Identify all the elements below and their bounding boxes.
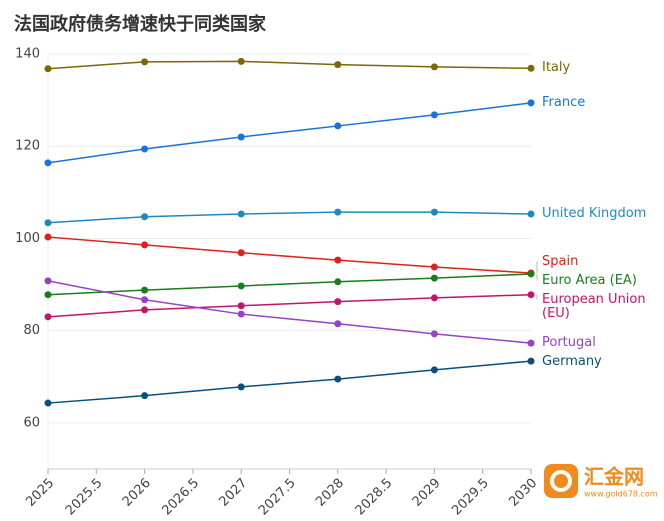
data-point xyxy=(430,294,438,302)
data-point xyxy=(141,241,149,249)
data-point xyxy=(237,133,245,141)
data-point xyxy=(237,302,245,310)
data-point xyxy=(430,263,438,271)
data-point xyxy=(141,306,149,314)
series-line xyxy=(47,211,532,224)
data-point xyxy=(44,65,52,73)
x-tick-label: 2028 xyxy=(313,476,347,510)
y-tick-label: 60 xyxy=(23,415,40,430)
series-label: France xyxy=(542,94,586,110)
data-point xyxy=(44,159,52,167)
data-point xyxy=(334,208,342,216)
series-label: European Union (EU) xyxy=(542,291,646,321)
series-label: Euro Area (EA) xyxy=(542,272,637,288)
data-point xyxy=(527,99,535,107)
x-tick-label: 2025 xyxy=(23,476,57,510)
data-point xyxy=(237,310,245,318)
data-point xyxy=(141,213,149,221)
data-point xyxy=(237,57,245,65)
data-point xyxy=(527,339,535,347)
data-point xyxy=(430,366,438,374)
series-label: Spain xyxy=(542,253,579,269)
data-point xyxy=(44,313,52,321)
data-point xyxy=(527,357,535,365)
data-point xyxy=(334,256,342,264)
data-point xyxy=(430,330,438,338)
y-tick-label: 140 xyxy=(15,47,40,62)
series-label: Portugal xyxy=(542,334,596,350)
x-tick-label: 2030 xyxy=(506,476,540,510)
data-point xyxy=(141,58,149,66)
y-tick-label: 100 xyxy=(15,231,40,246)
data-point xyxy=(237,249,245,257)
data-point xyxy=(527,270,535,278)
y-tick-label: 120 xyxy=(15,139,40,154)
x-tick-label: 2026 xyxy=(120,476,154,510)
series-line xyxy=(47,236,532,274)
y-tick-label: 80 xyxy=(23,323,40,338)
series-line xyxy=(47,280,532,344)
data-point xyxy=(527,210,535,218)
data-point xyxy=(44,399,52,407)
data-point xyxy=(334,375,342,383)
series-line xyxy=(47,102,532,164)
chart-title: 法国政府债务增速快于同类国家 xyxy=(14,13,267,35)
data-point xyxy=(237,210,245,218)
data-point xyxy=(141,145,149,153)
data-point xyxy=(527,291,535,299)
x-tick-label: 2025.5 xyxy=(63,476,106,519)
logo-icon xyxy=(544,464,578,498)
data-point xyxy=(141,392,149,400)
data-point xyxy=(44,277,52,285)
logo-text: 汇金网 xyxy=(584,465,644,489)
data-point xyxy=(430,63,438,71)
series-line xyxy=(47,293,532,318)
x-tick-label: 2028.5 xyxy=(353,476,396,519)
data-point xyxy=(527,64,535,72)
data-point xyxy=(44,219,52,227)
data-point xyxy=(237,383,245,391)
series-label: Germany xyxy=(542,353,602,369)
x-tick-label: 2029 xyxy=(410,476,444,510)
x-tick-label: 2026.5 xyxy=(159,476,202,519)
data-point xyxy=(430,274,438,282)
data-point xyxy=(334,278,342,286)
x-tick-label: 2027.5 xyxy=(256,476,299,519)
series-line xyxy=(47,273,532,296)
series-label: Italy xyxy=(542,60,571,76)
data-point xyxy=(334,122,342,130)
logo-ring xyxy=(550,470,572,492)
data-point xyxy=(237,282,245,290)
data-point xyxy=(44,233,52,241)
series-line xyxy=(47,60,532,70)
data-point xyxy=(44,291,52,299)
x-tick-label: 2029.5 xyxy=(449,476,492,519)
series-label: United Kingdom xyxy=(542,206,647,221)
x-tick-label: 2027 xyxy=(216,476,250,510)
data-point xyxy=(334,61,342,69)
data-point xyxy=(141,286,149,294)
data-point xyxy=(430,208,438,216)
data-point xyxy=(334,320,342,328)
data-point xyxy=(141,296,149,304)
logo-url: www.gold678.com xyxy=(584,490,658,499)
data-point xyxy=(334,298,342,306)
data-point xyxy=(430,111,438,119)
series-line xyxy=(47,360,532,404)
